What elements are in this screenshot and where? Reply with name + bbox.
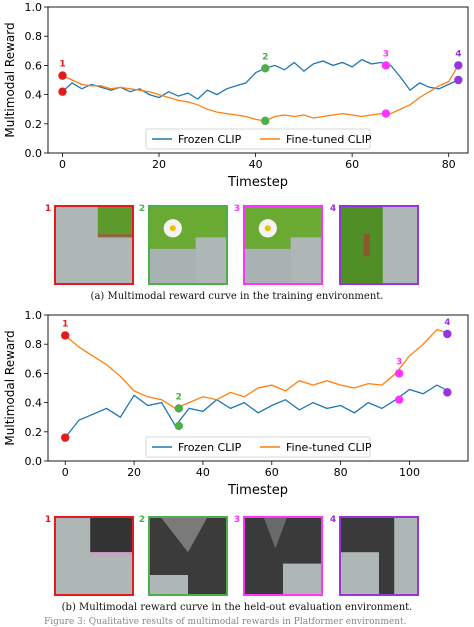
thumbnail-frame-3	[243, 205, 323, 285]
x-tick-label: 60	[265, 466, 279, 479]
thumbnail-label: 4	[330, 515, 336, 525]
marker-label: 4	[455, 49, 461, 59]
marker-point	[443, 329, 452, 339]
thumbnail-frame-3	[243, 516, 323, 596]
marker-point	[394, 369, 404, 378]
x-axis-label: Timestep	[227, 175, 288, 190]
x-tick-label: 0	[59, 158, 66, 171]
reward-chart-training: 0.0 0.2 0.4 0.6 0.8 1.0 0 20 40 60 80 Multimodal Re…	[3, 1, 469, 190]
y-tick-label: 1.0	[25, 309, 43, 322]
marker-point	[381, 61, 391, 70]
marker-label: 3	[383, 49, 389, 59]
thumbnail-label: 2	[139, 204, 145, 214]
legend-label: Frozen CLIP	[178, 441, 242, 454]
marker-point	[443, 388, 452, 397]
y-tick-label: 0.0	[25, 147, 43, 160]
marker-point	[58, 71, 67, 80]
y-tick-label: 0.4	[25, 89, 43, 102]
marker-point	[454, 75, 463, 85]
marker-point	[261, 116, 270, 126]
y-tick-label: 0.2	[25, 426, 43, 439]
marker-point	[261, 64, 270, 73]
y-tick-label: 0.8	[25, 30, 43, 43]
thumbnail-frame-2	[148, 205, 228, 285]
figure-footer: Figure 3: Qualitative results of multimo…	[44, 617, 407, 627]
y-tick-label: 0.2	[25, 118, 43, 131]
thumbnail-frame-4	[339, 205, 419, 285]
thumbnail-frame-2	[148, 516, 228, 596]
thumbnail-label: 1	[45, 515, 51, 525]
x-tick-label: 80	[442, 158, 456, 171]
y-axis-label: Multimodal Reward	[3, 330, 17, 445]
thumbnail-label: 3	[234, 204, 240, 214]
marker-label: 3	[396, 357, 402, 367]
legend-label: Fine-tuned CLIP	[286, 133, 372, 146]
y-tick-label: 0.4	[25, 397, 43, 410]
x-tick-label: 80	[334, 466, 348, 479]
thumbnail-strip-training: 1 2 3 4	[45, 204, 419, 285]
marker-label: 2	[262, 52, 268, 62]
thumbnail-frame-4	[339, 516, 419, 596]
thumbnail-label: 3	[234, 515, 240, 525]
x-tick-label: 20	[127, 466, 141, 479]
series-line-frozen-clip	[62, 58, 459, 100]
y-tick-label: 0.6	[25, 367, 43, 380]
marker-point	[454, 61, 463, 70]
marker-label: 1	[59, 60, 65, 70]
marker-label: 4	[444, 318, 450, 328]
caption-training: (a) Multimodal reward curve in the train…	[90, 291, 384, 302]
legend-box	[145, 436, 371, 458]
x-tick-label: 100	[399, 466, 420, 479]
x-tick-label: 20	[152, 158, 166, 171]
reward-chart-evaluation: 0.0 0.2 0.4 0.6 0.8 1.0 0 20 40 60 80 100 Multimodal…	[3, 309, 469, 498]
thumbnail-label: 2	[139, 515, 145, 525]
x-tick-label: 40	[249, 158, 263, 171]
y-axis-label: Multimodal Reward	[3, 22, 17, 137]
caption-evaluation: (b) Multimodal reward curve in the held-…	[61, 602, 413, 613]
series-line-fine-tuned-clip	[62, 65, 459, 122]
x-tick-label: 0	[62, 466, 69, 479]
plot-frame	[47, 314, 469, 462]
marker-point	[61, 433, 70, 442]
series-line-frozen-clip	[64, 384, 452, 439]
thumbnail-label: 1	[45, 204, 51, 214]
thumbnail-frame-1	[54, 516, 134, 596]
marker-point	[381, 109, 391, 118]
y-tick-label: 0.6	[25, 59, 43, 72]
plot-frame	[47, 6, 469, 154]
marker-point	[174, 404, 184, 413]
legend-label: Frozen CLIP	[178, 133, 242, 146]
marker-point	[61, 331, 70, 340]
thumbnail-label: 4	[330, 204, 336, 214]
x-axis-label: Timestep	[227, 483, 288, 498]
legend-label: Fine-tuned CLIP	[286, 441, 372, 454]
marker-point	[58, 87, 67, 96]
y-tick-label: 0.8	[25, 338, 43, 351]
series-line-fine-tuned-clip	[64, 328, 451, 410]
y-tick-label: 1.0	[25, 1, 43, 14]
marker-label: 1	[62, 319, 68, 329]
y-tick-label: 0.0	[25, 455, 43, 468]
marker-label: 2	[176, 392, 182, 402]
thumbnail-frame-1	[54, 205, 134, 285]
marker-point	[174, 421, 184, 431]
x-tick-label: 40	[196, 466, 210, 479]
legend-box	[145, 128, 371, 150]
thumbnail-strip-evaluation: 1 2 3 4	[45, 515, 419, 596]
marker-point	[394, 395, 404, 404]
x-tick-label: 60	[345, 158, 359, 171]
